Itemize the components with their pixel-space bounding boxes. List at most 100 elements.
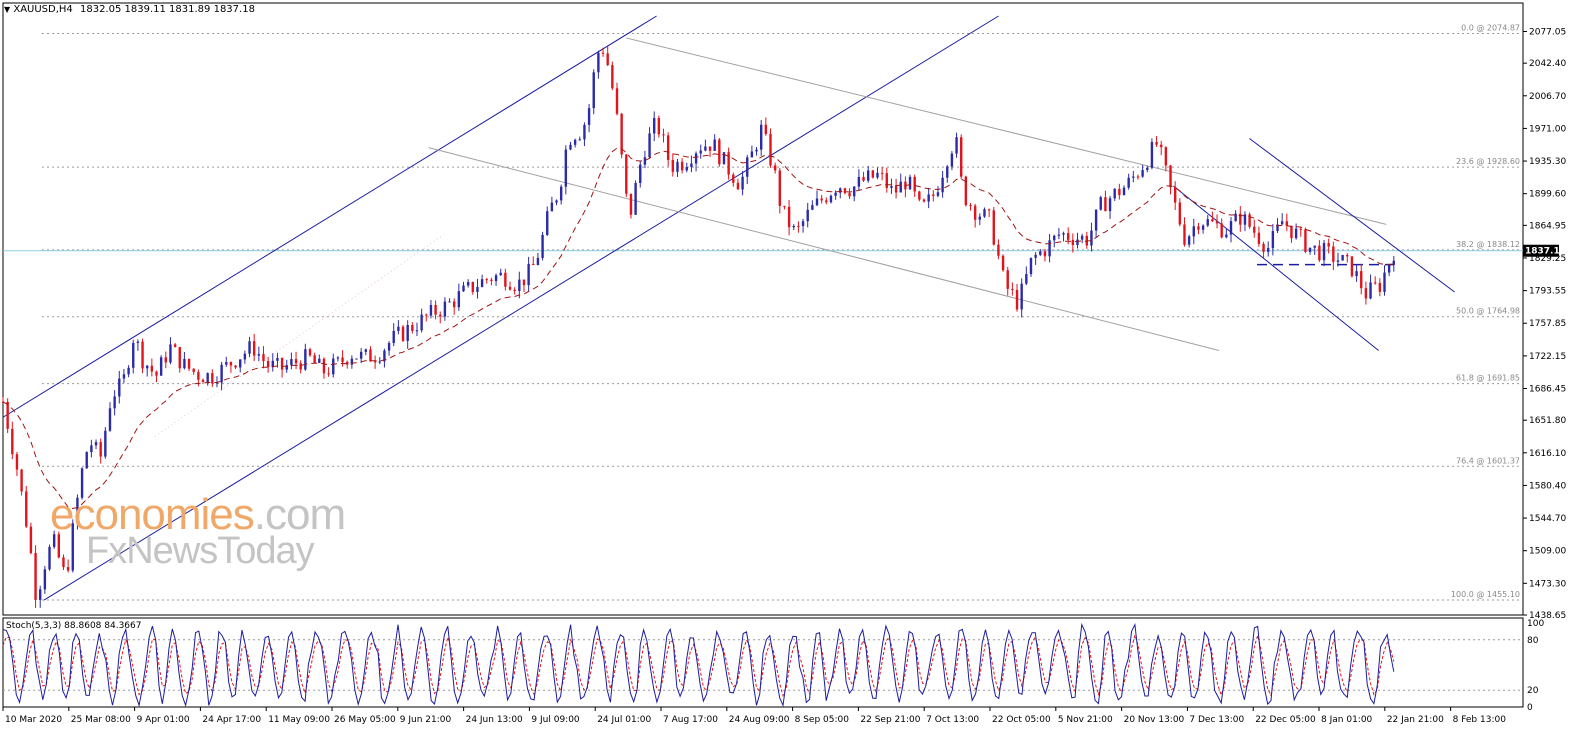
candle-body bbox=[187, 358, 191, 369]
candle-body bbox=[1197, 226, 1200, 230]
candle-body bbox=[778, 170, 782, 206]
candle-body bbox=[862, 176, 865, 181]
time-tick-label: 22 Oct 05:00 bbox=[992, 715, 1051, 725]
candle-body bbox=[346, 361, 349, 365]
candle-body bbox=[1099, 197, 1102, 210]
candle-body bbox=[550, 202, 554, 212]
candle-body bbox=[252, 341, 256, 356]
candle-body bbox=[280, 357, 284, 370]
candle-body bbox=[322, 358, 326, 374]
candle-body bbox=[1178, 202, 1182, 225]
candle-body bbox=[722, 152, 726, 165]
candle-body bbox=[932, 194, 935, 196]
candle-body bbox=[383, 350, 386, 362]
candle-body bbox=[1146, 167, 1149, 171]
candle-body bbox=[922, 199, 926, 202]
candle-body bbox=[1173, 187, 1177, 203]
collapse-triangle-icon[interactable]: ▼ bbox=[4, 5, 11, 14]
candle-body bbox=[727, 152, 730, 175]
chart-header: ▼ XAUUSD,H4 1832.05 1839.11 1831.89 1837… bbox=[4, 4, 255, 15]
candle-body bbox=[127, 367, 130, 375]
candle-body bbox=[648, 133, 651, 158]
candle-body bbox=[671, 159, 675, 172]
candle-body bbox=[350, 358, 354, 365]
candle-body bbox=[1355, 271, 1358, 277]
candle-body bbox=[1122, 187, 1126, 196]
candle-body bbox=[1039, 251, 1042, 255]
candle-body bbox=[866, 170, 870, 181]
candle-body bbox=[1322, 243, 1326, 261]
ascending-channel-lower[interactable] bbox=[43, 15, 999, 601]
candle-body bbox=[1267, 248, 1270, 252]
candle-body bbox=[606, 53, 609, 66]
candle-body bbox=[415, 330, 419, 332]
price-tick-label: 1757.85 bbox=[1529, 319, 1566, 329]
price-tick-label: 1509.00 bbox=[1529, 547, 1566, 557]
candle-body bbox=[913, 176, 916, 192]
candle-body bbox=[155, 371, 158, 376]
candle-body bbox=[1057, 234, 1061, 236]
candle-body bbox=[662, 134, 665, 136]
candle-body bbox=[490, 279, 493, 282]
candle-body bbox=[1257, 232, 1261, 244]
falling-channel-upper[interactable] bbox=[1249, 138, 1455, 293]
candle-body bbox=[1034, 254, 1037, 258]
candle-body bbox=[736, 182, 740, 190]
falling-channel-lower[interactable] bbox=[1173, 185, 1379, 351]
candle-body bbox=[1336, 260, 1340, 262]
fib-level-label: 0.0 @ 2074.87 bbox=[1461, 23, 1520, 32]
candle-body bbox=[341, 357, 344, 362]
candle-body bbox=[694, 153, 698, 164]
candle-body bbox=[1373, 282, 1377, 284]
candle-body bbox=[569, 144, 572, 150]
candle-body bbox=[1085, 235, 1089, 246]
candle-body bbox=[318, 358, 321, 363]
candle-body bbox=[592, 72, 595, 109]
dotted-guide-line[interactable] bbox=[154, 234, 445, 437]
candle-body bbox=[1262, 243, 1265, 252]
watermark-economies: economies.com bbox=[50, 490, 346, 540]
candle-body bbox=[499, 272, 502, 276]
candle-body bbox=[336, 357, 340, 359]
candle-body bbox=[964, 176, 968, 206]
candle-body bbox=[94, 442, 98, 446]
candle-body bbox=[1360, 271, 1363, 289]
candle-body bbox=[564, 149, 568, 187]
descending-trendline-lower[interactable] bbox=[428, 147, 1220, 352]
candle-body bbox=[6, 401, 9, 429]
candle-body bbox=[169, 344, 172, 363]
candle-body bbox=[1025, 274, 1028, 284]
time-tick-label: 5 Nov 21:00 bbox=[1058, 715, 1113, 725]
candle-body bbox=[225, 362, 228, 365]
candle-body bbox=[839, 188, 842, 193]
candle-body bbox=[685, 167, 688, 171]
candle-body bbox=[39, 589, 42, 600]
price-tick-label: 1651.80 bbox=[1529, 416, 1566, 426]
ohlc-values: 1832.05 1839.11 1831.89 1837.18 bbox=[79, 4, 255, 15]
candle-body bbox=[145, 365, 149, 369]
candle-body bbox=[299, 363, 302, 370]
candle-body bbox=[80, 468, 84, 498]
ascending-channel-upper[interactable] bbox=[2, 15, 657, 418]
candle-body bbox=[141, 341, 144, 369]
candle-body bbox=[1155, 142, 1158, 145]
candle-body bbox=[666, 135, 670, 160]
candle-body bbox=[113, 396, 116, 409]
time-tick-label: 22 Sep 21:00 bbox=[860, 715, 920, 725]
descending-trendline-upper[interactable] bbox=[626, 37, 1387, 225]
stochastic-signal-line bbox=[2, 633, 1395, 698]
candle-body bbox=[420, 314, 423, 331]
candle-body bbox=[271, 360, 274, 368]
candle-body bbox=[1206, 219, 1209, 226]
candle-body bbox=[755, 149, 758, 152]
candle-body bbox=[1183, 224, 1186, 245]
candle-body bbox=[215, 382, 219, 384]
candle-body bbox=[587, 108, 591, 125]
candle-body bbox=[85, 452, 88, 469]
candle-body bbox=[90, 445, 93, 453]
candle-body bbox=[773, 165, 777, 171]
candle-body bbox=[62, 557, 65, 568]
candle-body bbox=[1304, 229, 1307, 252]
candle-body bbox=[471, 281, 475, 292]
